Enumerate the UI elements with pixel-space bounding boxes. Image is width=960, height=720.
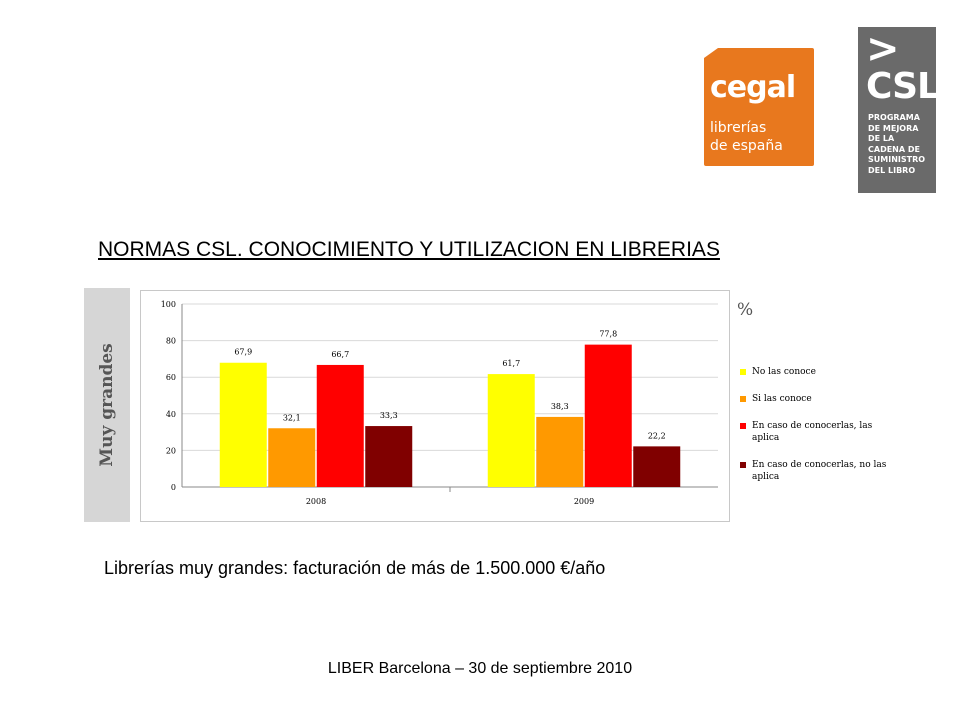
bar-value-label: 66,7 [331,350,349,359]
bar-value-label: 33,3 [380,411,398,420]
bar-value-label: 22,2 [648,431,666,440]
bar-value-label: 67,9 [234,348,252,357]
bar-value-label: 77,8 [599,330,617,339]
y-tick-label: 0 [171,483,176,492]
bar-value-label: 61,7 [502,359,520,368]
csl-name: CSL [866,66,940,107]
csl-description-line: PROGRAMA [868,113,920,122]
bar [487,374,535,487]
legend-label: En caso de conocerlas, no las aplica [752,460,887,482]
bar-value-label: 38,3 [551,402,569,411]
bar [268,428,316,487]
bar [536,416,584,487]
bar [365,426,413,487]
legend-label: Si las conoce [752,394,812,404]
bar [633,446,681,487]
legend-swatch [740,423,746,429]
cegal-logo: cegal librerías de españa [704,48,814,166]
legend-item: En caso de conocerlas, las aplica [740,420,900,444]
y-tick-label: 60 [166,373,176,382]
unit-label: % [737,300,754,320]
csl-description-line: DE LA [868,134,895,143]
y-tick-label: 80 [166,337,176,346]
cegal-subtitle-line1: librerías [710,120,767,136]
y-tick-label: 40 [166,410,176,419]
bar-value-label: 32,1 [283,413,301,422]
footer-text: LIBER Barcelona – 30 de septiembre 2010 [327,660,633,677]
x-category-label: 2008 [306,497,326,506]
legend-label: En caso de conocerlas, las aplica [752,421,873,443]
logo-fold-decoration [704,48,718,58]
legend-item: No las conoce [740,366,900,378]
legend-swatch [740,462,746,468]
chart-legend: No las conoce Si las conoce En caso de con… [740,366,900,498]
legend-swatch [740,369,746,375]
x-category-label: 2009 [574,497,594,506]
segment-side-label: Muy grandes [84,288,130,522]
csl-logo: > CSL PROGRAMA DE MEJORA DE LA CADENA DE… [858,26,940,193]
chart-caption: Librerías muy grandes: facturación de má… [104,558,606,578]
legend-item: En caso de conocerlas, no las aplica [740,459,900,483]
csl-description-line: DEL LIBRO [868,165,916,175]
cegal-subtitle-line2: de españa [710,138,783,154]
y-tick-label: 100 [161,300,176,309]
y-tick-label: 20 [166,446,176,455]
csl-description-line: SUMINISTRO [868,155,926,164]
bar-chart: 0 20 40 60 80 100 67,9 32,1 66,7 33,3 2008 61,7 38,3… [140,290,730,522]
legend-item: Si las conoce [740,393,900,405]
legend-label: No las conoce [752,367,816,377]
bar [316,364,364,487]
csl-arrow: > [866,26,900,72]
csl-description-line: CADENA DE [868,144,920,154]
csl-description-line: DE MEJORA [868,123,919,133]
legend-swatch [740,396,746,402]
segment-side-label-text: Muy grandes [97,343,117,467]
csl-description: PROGRAMA DE MEJORA DE LA CADENA DE SUMIN… [868,113,934,176]
cegal-brand-text: cegal [710,70,796,105]
slide-title: NORMAS CSL. CONOCIMIENTO Y UTILIZACION E… [98,238,720,261]
bar [219,362,267,487]
bar [584,344,632,487]
